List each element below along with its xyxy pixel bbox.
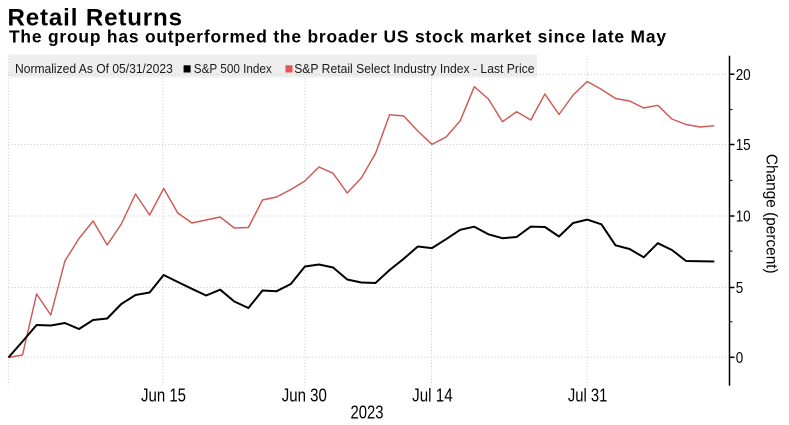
svg-text:Change (percent): Change (percent) [763, 154, 780, 274]
svg-text:0: 0 [736, 350, 744, 367]
svg-text:The group has outperformed the: The group has outperformed the broader U… [9, 27, 666, 47]
svg-text:Retail Returns: Retail Returns [8, 4, 183, 31]
svg-text:5: 5 [736, 280, 744, 297]
svg-text:Jul 14: Jul 14 [412, 385, 453, 405]
svg-text:15: 15 [736, 137, 751, 154]
svg-text:Jun 15: Jun 15 [141, 385, 186, 405]
svg-text:Jun 30: Jun 30 [282, 385, 327, 405]
svg-text:10: 10 [736, 209, 751, 226]
svg-text:S&P Retail Select Industry Ind: S&P Retail Select Industry Index - Last … [294, 61, 534, 76]
svg-text:20: 20 [736, 67, 751, 84]
svg-text:2023: 2023 [351, 403, 384, 420]
svg-text:S&P 500 Index: S&P 500 Index [194, 61, 272, 76]
svg-text:Jul 31: Jul 31 [568, 385, 608, 405]
svg-text:Normalized As Of 05/31/2023: Normalized As Of 05/31/2023 [15, 61, 173, 76]
